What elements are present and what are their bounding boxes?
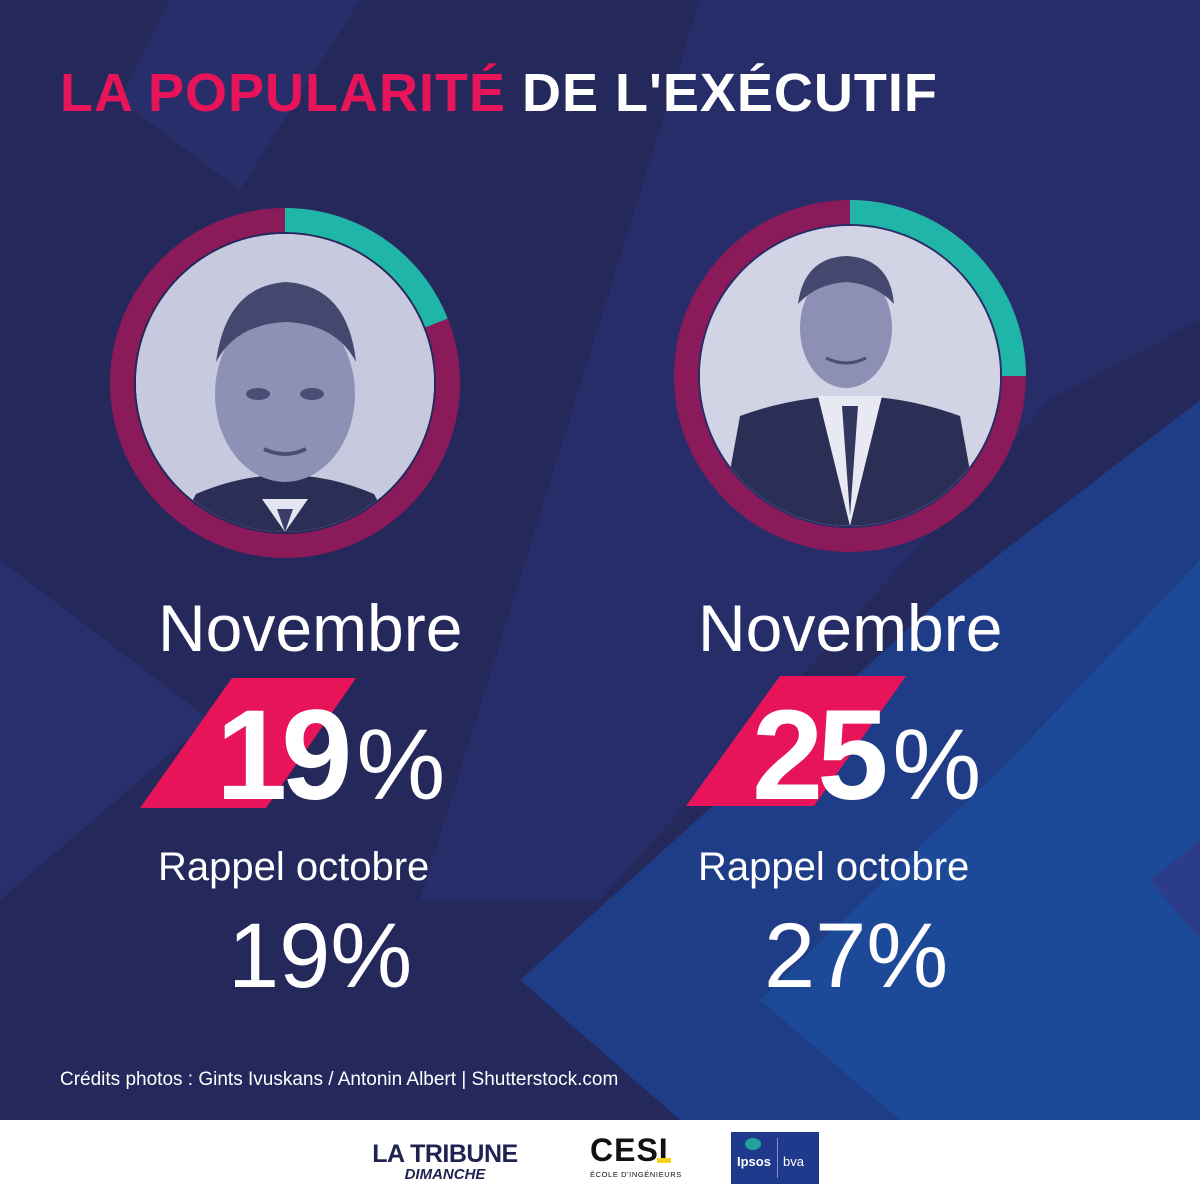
tribune-subline: DIMANCHE	[404, 1166, 486, 1183]
ipsos-wordmark: Ipsos	[737, 1154, 771, 1169]
previous-value-0: 19%	[228, 905, 413, 1007]
cesi-subline: ÉCOLE D'INGÉNIEURS	[590, 1170, 682, 1179]
ring-value-arc-0	[284, 208, 448, 328]
ipsos-bva-logo: Ipsos bva	[731, 1132, 819, 1184]
current-number-1: 25	[752, 684, 888, 827]
title-rest: DE L'EXÉCUTIF	[522, 63, 938, 123]
tribune-wordmark: LA TRIBUNE	[372, 1140, 518, 1168]
la-tribune-logo: LA TRIBUNE DIMANCHE	[350, 1140, 540, 1183]
title-accent: LA POPULARITÉ	[60, 63, 507, 123]
previous-value-1: 27%	[764, 905, 949, 1007]
current-value-1: 25%	[752, 692, 981, 820]
background-pattern	[0, 0, 1200, 1120]
portrait-right-icon	[700, 226, 1000, 526]
accent-slash-0	[140, 678, 356, 808]
logo-divider	[777, 1138, 778, 1178]
previous-label-0: Rappel octobre	[158, 845, 430, 889]
donut-ring-0	[110, 208, 460, 558]
bva-wordmark: bva	[783, 1154, 804, 1169]
previous-label-1: Rappel octobre	[698, 845, 970, 889]
cesi-wordmark: CESI	[590, 1132, 669, 1168]
ipsos-mark-icon	[745, 1138, 761, 1150]
photo-credits: Crédits photos : Gints Ivuskans / Antoni…	[60, 1069, 619, 1090]
month-label-0: Novembre	[158, 591, 463, 665]
cesi-logo: CESI ÉCOLE D'INGÉNIEURS	[590, 1134, 682, 1179]
month-label-1: Novembre	[698, 591, 1003, 665]
current-number-0: 19	[216, 684, 352, 827]
footer-logos: LA TRIBUNE DIMANCHE CESI ÉCOLE D'INGÉNIE…	[0, 1120, 1200, 1200]
percent-sign-0: %	[356, 709, 446, 821]
ring-value-arc-1	[849, 200, 1026, 377]
portrait-left-icon	[136, 234, 434, 532]
current-value-0: 19%	[216, 692, 445, 820]
page-title: LA POPULARITÉ DE L'EXÉCUTIF	[60, 62, 938, 124]
accent-slash-1	[686, 676, 906, 806]
donut-ring-1	[674, 200, 1026, 552]
cesi-underline-icon	[657, 1158, 671, 1163]
percent-sign-1: %	[892, 709, 982, 821]
